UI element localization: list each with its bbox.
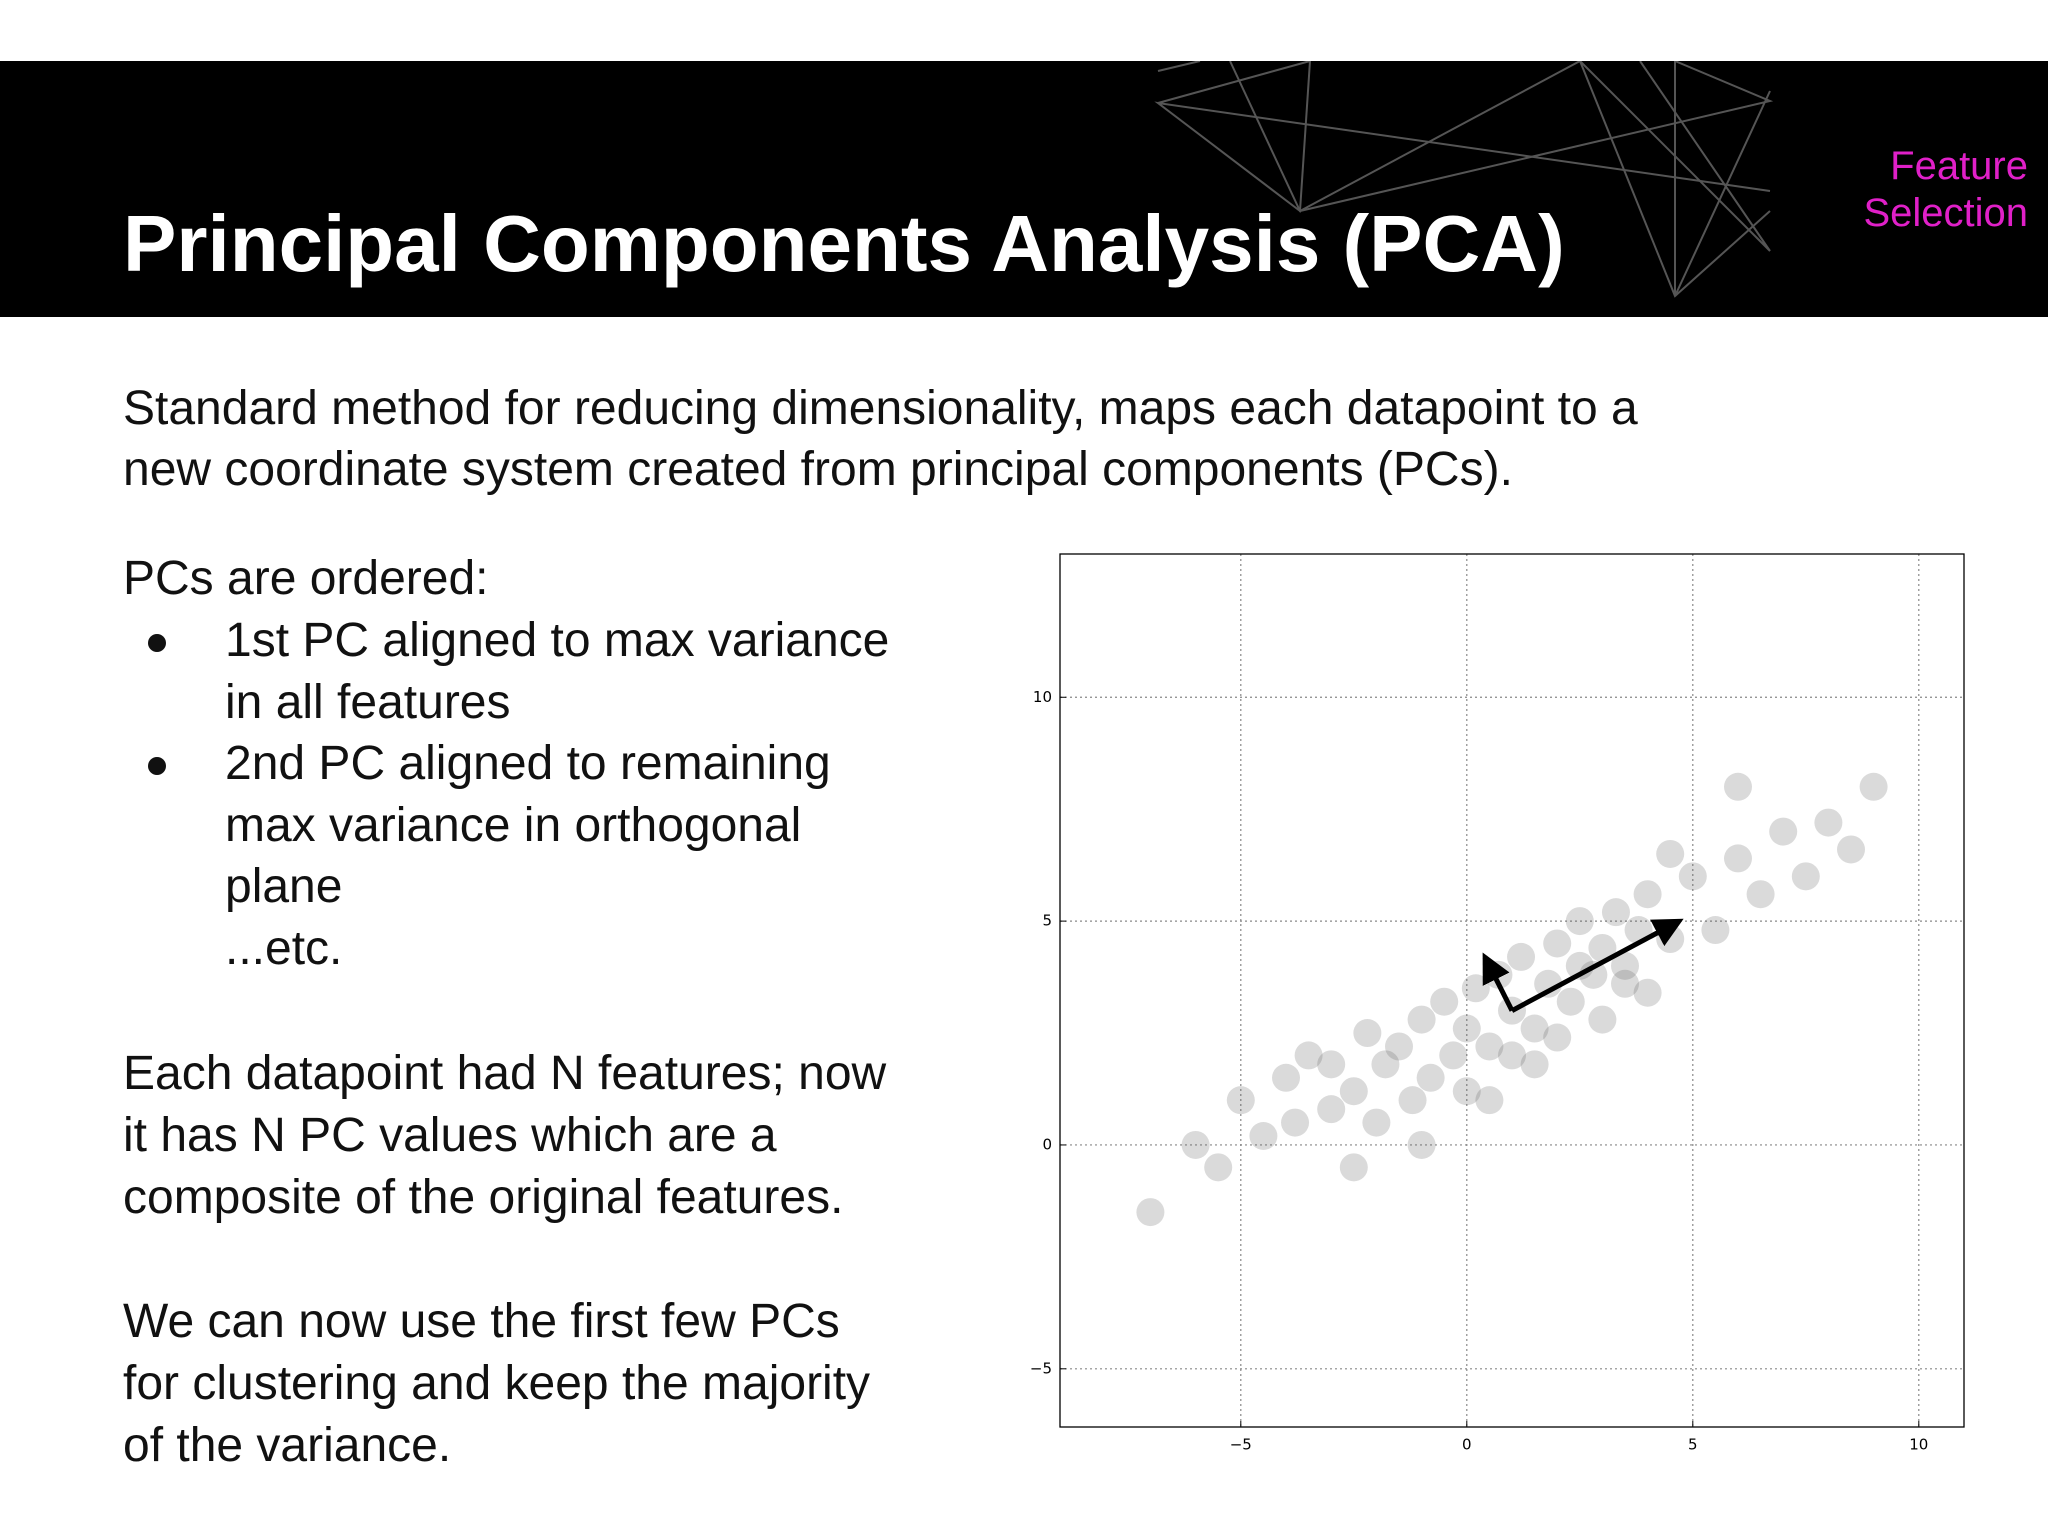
scatter-point bbox=[1475, 1086, 1504, 1115]
scatter-point bbox=[1611, 969, 1639, 998]
scatter-point bbox=[1353, 1019, 1382, 1048]
scatter-point bbox=[1430, 987, 1459, 1016]
y-tick-label: −5 bbox=[1030, 1359, 1052, 1377]
scatter-point bbox=[1769, 817, 1798, 846]
scatter-point bbox=[1439, 1041, 1468, 1070]
scatter-point bbox=[1633, 880, 1662, 909]
scatter-point bbox=[1565, 951, 1594, 980]
scatter-point bbox=[1272, 1063, 1300, 1092]
scatter-point bbox=[1701, 916, 1730, 945]
header-bar: Principal Components Analysis (PCA) Feat… bbox=[0, 61, 2048, 317]
section-tag: Selection bbox=[1863, 191, 2028, 235]
scatter-point bbox=[1814, 808, 1843, 837]
scatter-point bbox=[1371, 1050, 1400, 1079]
x-tick-label: 10 bbox=[1909, 1436, 1928, 1454]
bullet bbox=[148, 634, 166, 652]
scatter-point bbox=[1484, 960, 1513, 989]
text-line: new coordinate system created from princ… bbox=[123, 443, 1513, 496]
scatter-point bbox=[1317, 1095, 1346, 1124]
scatter-point bbox=[1416, 1063, 1445, 1092]
slide-title: Principal Components Analysis (PCA) bbox=[123, 199, 1565, 288]
text-line: Each datapoint had N features; now bbox=[123, 1047, 887, 1100]
text-line: 1st PC aligned to max variance bbox=[225, 614, 890, 667]
scatter-point bbox=[1398, 1086, 1427, 1115]
text-line: ...etc. bbox=[225, 921, 343, 975]
pc-arrow bbox=[1510, 918, 1684, 1013]
scatter-point bbox=[1588, 1005, 1617, 1034]
scatter-point bbox=[1317, 1050, 1346, 1079]
text-line: plane bbox=[225, 860, 343, 913]
scatter-point bbox=[1534, 969, 1563, 998]
text-line: for clustering and keep the majority bbox=[123, 1357, 871, 1410]
scatter-point bbox=[1339, 1153, 1368, 1182]
scatter-point bbox=[1565, 907, 1594, 936]
bullet bbox=[148, 757, 166, 775]
scatter-point bbox=[1579, 960, 1608, 989]
text-line: Standard method for reducing dimensional… bbox=[123, 382, 1638, 435]
scatter-point bbox=[1791, 862, 1820, 891]
x-tick-label: −5 bbox=[1230, 1436, 1252, 1454]
text-line: it has N PC values which are a bbox=[123, 1109, 777, 1162]
section-tag: Feature bbox=[1890, 144, 2028, 188]
scatter-point bbox=[1520, 1014, 1549, 1043]
plot-frame bbox=[1059, 553, 1965, 1428]
scatter-point bbox=[1588, 933, 1617, 962]
scatter-point bbox=[1407, 1130, 1436, 1159]
scatter-point bbox=[1226, 1086, 1255, 1115]
scatter-point bbox=[1385, 1032, 1413, 1061]
text-line: We can now use the first few PCs bbox=[123, 1295, 840, 1348]
scatter-point bbox=[1656, 925, 1685, 954]
scatter-point bbox=[1498, 996, 1526, 1025]
y-tick-label: 5 bbox=[1042, 912, 1052, 930]
scatter-point bbox=[1204, 1153, 1233, 1182]
text-line: composite of the original features. bbox=[123, 1171, 844, 1224]
scatter-point bbox=[1543, 929, 1572, 958]
scatter-point bbox=[1601, 898, 1630, 927]
scatter-point bbox=[1556, 987, 1585, 1016]
scatter-point bbox=[1181, 1130, 1210, 1159]
x-tick-label: 0 bbox=[1462, 1436, 1472, 1454]
text-line: in all features bbox=[225, 675, 511, 729]
scatter-point bbox=[1507, 942, 1536, 971]
text-line: of the variance. bbox=[123, 1419, 452, 1472]
scatter-point bbox=[1461, 974, 1490, 1003]
pc-arrow bbox=[1482, 952, 1515, 1012]
header-decoration bbox=[1154, 61, 1774, 298]
scatter-point bbox=[1678, 862, 1707, 891]
scatter-point bbox=[1656, 839, 1685, 868]
scatter-point bbox=[1859, 772, 1888, 801]
scatter-point bbox=[1611, 951, 1639, 980]
scatter-point bbox=[1498, 1041, 1526, 1070]
x-tick-label: 5 bbox=[1688, 1436, 1698, 1454]
scatter-point bbox=[1624, 916, 1653, 945]
scatter-point bbox=[1543, 1023, 1572, 1052]
scatter-point bbox=[1452, 1014, 1481, 1043]
scatter-point bbox=[1633, 978, 1662, 1007]
text-line: PCs are ordered: bbox=[123, 552, 489, 605]
y-tick-label: 0 bbox=[1042, 1135, 1052, 1153]
y-tick-label: 10 bbox=[1033, 688, 1052, 706]
scatter-point bbox=[1724, 844, 1752, 873]
text-line: max variance in orthogonal bbox=[225, 798, 802, 852]
scatter-point bbox=[1746, 880, 1775, 909]
scatter-point bbox=[1475, 1032, 1504, 1061]
scatter-point bbox=[1294, 1041, 1323, 1070]
scatter-point bbox=[1362, 1108, 1391, 1137]
plot-area bbox=[1060, 554, 1964, 1427]
scatter-point bbox=[1339, 1077, 1368, 1106]
scatter-point bbox=[1136, 1198, 1165, 1227]
scatter-point bbox=[1281, 1108, 1310, 1137]
text-line: 2nd PC aligned to remaining bbox=[225, 737, 831, 790]
scatter-point bbox=[1407, 1005, 1436, 1034]
scatter-point bbox=[1520, 1050, 1549, 1079]
scatter-point bbox=[1249, 1122, 1278, 1150]
scatter-point bbox=[1724, 772, 1752, 801]
scatter-point bbox=[1837, 835, 1865, 864]
scatter-point bbox=[1452, 1077, 1481, 1106]
